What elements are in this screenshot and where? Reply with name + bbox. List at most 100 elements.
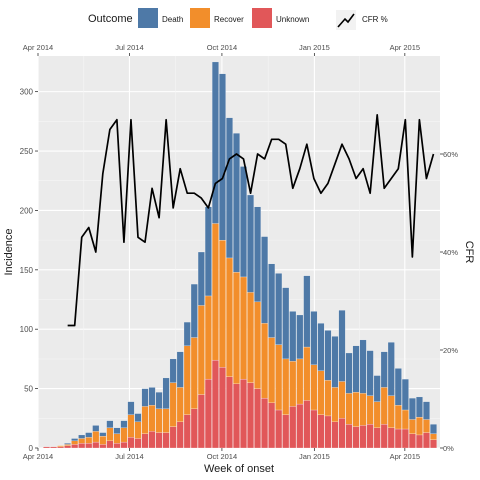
bar-unknown-2014-11-02 [254, 388, 261, 449]
cfr-line-group [67, 113, 435, 327]
bar-death-2014-05-04 [71, 438, 79, 442]
bar-death-2014-04-27 [64, 443, 72, 445]
cfr-line [67, 113, 435, 327]
legend-label-unknown: Unknown [276, 15, 310, 24]
legend-label-recover: Recover [214, 15, 244, 24]
bar-death-2014-11-23 [275, 273, 283, 345]
bar-death-2014-06-01 [99, 432, 107, 437]
bar-recover-2014-06-15 [113, 433, 121, 444]
x-tick-label-top: Jul 2014 [115, 43, 143, 52]
bar-recover-2014-09-14 [204, 295, 212, 380]
bar-recover-2015-01-11 [324, 380, 332, 417]
bar-death-2014-06-29 [127, 401, 135, 415]
bar-unknown-2015-02-22 [366, 424, 374, 449]
bar-unknown-2014-06-22 [120, 441, 128, 449]
bar-death-2014-12-14 [296, 314, 304, 360]
bar-recover-2014-09-28 [219, 239, 226, 368]
bar-unknown-2014-05-11 [78, 443, 86, 449]
bar-death-2015-04-05 [408, 397, 416, 420]
x-tick-label-top: Jan 2015 [299, 43, 330, 52]
bar-death-2014-08-10 [169, 358, 177, 383]
bar-unknown-2014-07-06 [134, 438, 142, 449]
bar-recover-2014-05-18 [85, 437, 93, 444]
bar-death-2015-02-15 [359, 339, 367, 394]
y-tick-label: 150 [20, 266, 34, 275]
bar-unknown-2014-04-20 [57, 446, 65, 449]
bar-unknown-2014-04-06 [43, 446, 50, 449]
bar-recover-2014-06-01 [99, 435, 107, 445]
bar-recover-2014-10-19 [240, 276, 247, 380]
bar-unknown-2015-04-05 [408, 433, 416, 449]
bar-unknown-2015-03-29 [401, 428, 409, 449]
bar-recover-2015-03-08 [380, 387, 388, 425]
bar-death-2014-06-22 [120, 420, 128, 428]
bar-unknown-2014-09-07 [197, 394, 205, 449]
bar-recover-2014-07-20 [148, 405, 156, 432]
legend-title: Outcome [88, 13, 133, 25]
bar-recover-2015-04-12 [416, 416, 423, 436]
bar-recover-2015-02-22 [366, 395, 374, 425]
axes: 0 50 100 150 200 250 300 0% 20% 40% 60% Apr 2014 Apr… [20, 43, 459, 461]
bar-unknown-2014-04-13 [50, 446, 57, 449]
x-tick-label-bottom: Jul 2014 [115, 452, 143, 461]
bar-unknown-2014-08-10 [169, 426, 177, 449]
bar-unknown-2015-03-15 [387, 427, 395, 449]
bar-death-2014-11-02 [254, 206, 261, 303]
bar-death-2014-09-07 [197, 251, 205, 306]
bar-death-2014-12-21 [303, 275, 311, 348]
y-axis-title: Incidence [3, 228, 15, 275]
bar-unknown-2014-06-29 [127, 437, 135, 449]
bar-death-2014-10-19 [240, 166, 247, 278]
bar-recover-2014-09-07 [197, 305, 205, 395]
bar-unknown-2014-10-12 [233, 383, 240, 449]
bar-recover-2015-01-25 [338, 381, 346, 419]
bar-death-2014-05-25 [92, 425, 100, 432]
bar-recover-2015-04-05 [408, 419, 416, 434]
y2-tick-label: 20% [443, 346, 458, 355]
bar-unknown-2014-05-18 [85, 443, 93, 449]
bar-death-2014-10-05 [226, 117, 233, 259]
bar-recover-2014-11-16 [268, 337, 276, 403]
bar-unknown-2014-08-24 [183, 414, 191, 449]
bar-recover-2014-12-21 [303, 346, 311, 401]
bar-unknown-2014-07-27 [155, 432, 163, 449]
bar-death-2014-08-03 [162, 377, 170, 409]
bar-recover-2014-07-06 [134, 421, 142, 439]
legend-key-unknown [252, 8, 272, 28]
bar-death-2014-11-09 [261, 236, 269, 324]
y-tick-label: 300 [20, 88, 34, 97]
bar-death-2014-12-28 [310, 311, 318, 365]
bar-unknown-2014-12-14 [296, 403, 304, 449]
y2-axis-title: CFR [463, 241, 475, 264]
x-tick-label-top: Apr 2015 [390, 43, 420, 52]
bar-death-2015-03-08 [380, 351, 388, 388]
bar-death-2014-07-13 [141, 388, 149, 407]
y2-tick-label: 60% [443, 150, 458, 159]
bar-death-2015-03-15 [387, 342, 395, 396]
legend-label-death: Death [162, 15, 184, 24]
y-tick-label: 100 [20, 325, 34, 334]
bar-recover-2014-06-08 [106, 427, 114, 442]
bar-recover-2014-11-23 [275, 344, 283, 411]
bar-death-2015-04-26 [430, 424, 437, 434]
bar-recover-2014-05-25 [92, 431, 100, 443]
bar-recover-2015-01-18 [331, 387, 339, 422]
bar-unknown-2014-08-03 [162, 432, 170, 449]
x-tick-label-bottom: Apr 2015 [390, 452, 420, 461]
bar-unknown-2014-11-30 [282, 414, 290, 449]
y-tick-label: 250 [20, 147, 34, 156]
bar-recover-2014-07-13 [141, 406, 149, 434]
bar-recover-2014-07-27 [155, 408, 163, 433]
y2-tick-label: 0% [443, 444, 454, 453]
bars [43, 61, 437, 449]
bar-death-2015-04-12 [416, 396, 423, 418]
bar-recover-2015-02-08 [352, 392, 360, 427]
bar-unknown-2015-02-15 [359, 425, 367, 449]
bar-recover-2014-05-04 [71, 440, 79, 445]
bar-unknown-2014-12-21 [303, 400, 311, 449]
bar-death-2015-01-11 [324, 330, 332, 381]
y-tick-label: 0 [29, 444, 34, 453]
bar-recover-2014-08-24 [183, 345, 191, 415]
bar-unknown-2014-07-20 [148, 431, 156, 449]
bar-death-2014-07-06 [134, 413, 142, 422]
